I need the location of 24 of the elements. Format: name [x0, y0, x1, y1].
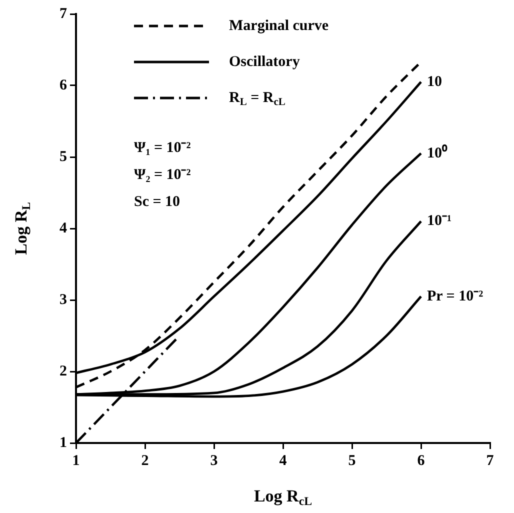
annotation: Sc = 10 [134, 194, 180, 210]
series-label: 10⁰ [427, 143, 448, 162]
x-tick-label: 4 [279, 452, 288, 469]
annotation: Ψ₂ = 10⁻² [134, 166, 192, 183]
y-tick-label: 4 [60, 220, 68, 236]
y-tick-label: 6 [60, 77, 68, 94]
y-tick-label: 3 [60, 292, 67, 308]
legend-label: Marginal curve [229, 18, 329, 34]
annotation: Ψ₁ = 10⁻² [134, 140, 192, 156]
y-tick-label: 5 [60, 148, 67, 165]
x-tick-label: 7 [486, 452, 494, 469]
y-tick-label: 2 [60, 363, 67, 380]
x-tick-label: 6 [417, 452, 426, 469]
x-tick-label: 1 [72, 452, 80, 469]
series-label: 10 [427, 74, 442, 90]
y-tick-label: 1 [60, 434, 67, 451]
annotation: Oscillatory [229, 54, 300, 70]
x-tick-label: 3 [210, 452, 218, 469]
y-axis-title: Log RL [11, 202, 34, 255]
y-tick-label: 7 [60, 6, 68, 22]
x-tick-label: 5 [348, 452, 356, 469]
x-tick-label: 2 [141, 452, 149, 469]
series-label: 10⁻¹ [427, 213, 452, 230]
series-label: Pr = 10⁻² [427, 288, 484, 304]
